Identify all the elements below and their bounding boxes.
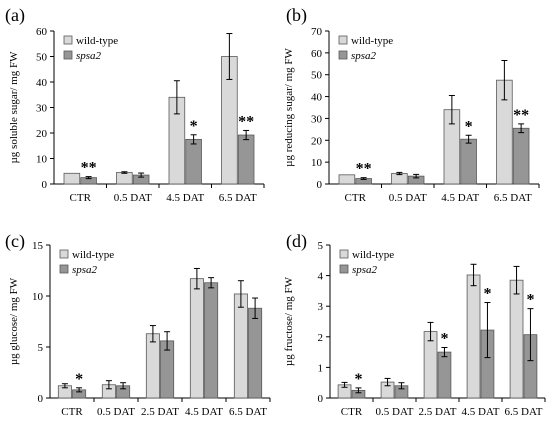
x-tick-label: 0.5 DAT	[97, 406, 135, 418]
bar-spsa2	[204, 282, 219, 399]
y-tick-label: 0	[317, 179, 323, 191]
y-tick-label: 60	[311, 48, 323, 60]
legend-swatch-spsa2	[59, 264, 69, 274]
legend-swatch-spsa2	[339, 264, 349, 274]
x-tick-label: 0.5 DAT	[376, 406, 414, 418]
y-tick-label: 10	[36, 154, 48, 166]
x-tick-label: CTR	[70, 192, 92, 204]
significance-marker: **	[513, 107, 529, 124]
y-tick-label: 5	[38, 342, 44, 354]
bar-wild-type	[423, 331, 438, 399]
bar-spsa2	[460, 138, 477, 185]
x-tick-label: 0.5 DAT	[114, 192, 152, 204]
legend-label-wild-type: wild-type	[72, 249, 114, 261]
legend-label-spsa2: spsa2	[352, 264, 378, 276]
y-tick-label: 5	[318, 240, 324, 252]
significance-marker: *	[190, 118, 198, 135]
bar-wild-type	[63, 172, 81, 185]
bar-wild-type	[233, 293, 248, 399]
y-axis-label: µg glucose/ mg FW	[8, 277, 20, 365]
x-tick-label: 6.5 DAT	[505, 406, 543, 418]
significance-marker: *	[75, 371, 83, 388]
panel-label: (b)	[286, 5, 307, 26]
y-tick-label: 40	[36, 77, 48, 89]
y-axis-label: µg reducing sugar/ mg FW	[283, 48, 295, 167]
significance-marker: *	[440, 331, 448, 348]
x-tick-label: 6.5 DAT	[229, 406, 267, 418]
legend-label-spsa2: spsa2	[72, 264, 98, 276]
x-tick-label: CTR	[345, 192, 367, 204]
x-tick-label: 4.5 DAT	[166, 192, 204, 204]
x-tick-label: 2.5 DAT	[141, 406, 179, 418]
y-tick-label: 30	[36, 103, 48, 115]
y-tick-label: 10	[311, 157, 323, 169]
y-tick-label: 0	[38, 393, 44, 405]
bar-wild-type	[338, 174, 356, 185]
y-tick-label: 50	[311, 70, 323, 82]
x-tick-label: 0.5 DAT	[389, 192, 427, 204]
legend-swatch-wild-type	[59, 249, 69, 259]
y-tick-label: 3	[318, 301, 324, 313]
x-tick-label: CTR	[341, 406, 363, 418]
x-tick-label: 6.5 DAT	[494, 192, 532, 204]
y-tick-label: 0	[318, 393, 324, 405]
x-tick-label: 4.5 DAT	[462, 406, 500, 418]
y-tick-label: 15	[32, 240, 44, 252]
bar-spsa2	[237, 134, 255, 185]
legend-swatch-wild-type	[338, 35, 348, 45]
y-axis-label: µg fructose/ mg FW	[283, 276, 295, 366]
chart-panel: (a) µg soluble sugar/ mg FW 0 10 20 30 40 50 60 C…	[5, 5, 265, 204]
chart-panel: (d) µg fructose/ mg FW 0 1 2 3 4 5 CTR * 0.5 DAT 2.…	[283, 231, 546, 418]
legend-swatch-wild-type	[339, 249, 349, 259]
y-tick-label: 20	[311, 135, 323, 147]
significance-marker: **	[238, 113, 254, 130]
x-tick-label: CTR	[61, 406, 83, 418]
y-tick-label: 20	[36, 128, 48, 140]
chart-panel: (c) µg glucose/ mg FW 0 5 10 15 CTR * 0.5 DAT 2.5…	[5, 231, 271, 418]
y-tick-label: 50	[36, 52, 48, 64]
x-tick-label: 6.5 DAT	[219, 192, 257, 204]
y-tick-label: 10	[32, 291, 44, 303]
y-tick-label: 2	[318, 332, 324, 344]
legend-label-spsa2: spsa2	[351, 50, 377, 62]
bar-wild-type	[466, 274, 481, 399]
y-tick-label: 1	[318, 362, 324, 374]
y-tick-label: 70	[311, 26, 323, 38]
legend-label-spsa2: spsa2	[76, 50, 102, 62]
legend-swatch-spsa2	[338, 50, 348, 60]
legend-label-wild-type: wild-type	[351, 35, 393, 47]
significance-marker: *	[483, 286, 491, 303]
legend-swatch-wild-type	[63, 35, 73, 45]
y-tick-label: 4	[318, 271, 324, 283]
bar-spsa2	[512, 127, 530, 185]
legend-swatch-spsa2	[63, 50, 73, 60]
bar-wild-type	[145, 333, 160, 399]
significance-marker: **	[81, 160, 97, 177]
bar-wild-type	[116, 172, 133, 185]
y-tick-label: 60	[36, 26, 48, 38]
y-tick-label: 30	[311, 113, 323, 125]
legend-label-wild-type: wild-type	[352, 249, 394, 261]
bar-wild-type	[509, 279, 524, 399]
bar-spsa2	[248, 307, 263, 399]
significance-marker: *	[526, 292, 534, 309]
x-tick-label: 4.5 DAT	[185, 406, 223, 418]
y-tick-label: 0	[42, 179, 48, 191]
y-axis-label: µg soluble sugar/ mg FW	[8, 51, 20, 164]
significance-marker: *	[354, 371, 362, 388]
chart-panel: (b) µg reducing sugar/ mg FW 0 10 20 30 40 50 60…	[283, 5, 540, 204]
bar-wild-type	[189, 278, 204, 399]
legend-label-wild-type: wild-type	[76, 35, 118, 47]
bar-spsa2	[185, 138, 202, 185]
panel-label: (d)	[286, 231, 307, 252]
significance-marker: *	[465, 118, 473, 135]
x-tick-label: 2.5 DAT	[419, 406, 457, 418]
x-tick-label: 4.5 DAT	[441, 192, 479, 204]
bar-spsa2	[437, 351, 452, 399]
significance-marker: **	[356, 161, 372, 178]
panel-label: (c)	[5, 231, 25, 252]
panel-label: (a)	[5, 5, 25, 26]
y-tick-label: 40	[311, 92, 323, 104]
